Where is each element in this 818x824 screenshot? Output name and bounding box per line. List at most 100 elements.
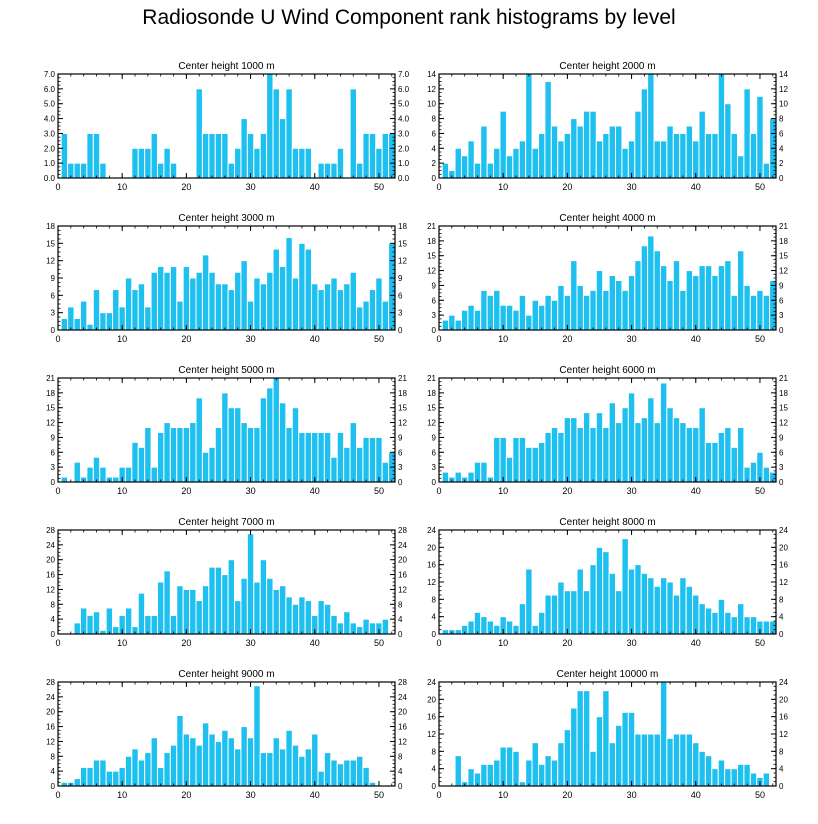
- histogram-bar: [531, 299, 539, 331]
- histogram-bar: [672, 260, 681, 331]
- histogram-bar: [163, 752, 171, 787]
- histogram-bar: [518, 781, 527, 787]
- histogram-bar: [150, 132, 158, 179]
- histogram-bar: [602, 289, 610, 331]
- histogram-bar: [640, 572, 649, 635]
- histogram-bar: [201, 254, 210, 331]
- y-tick-label: 15: [46, 404, 55, 413]
- histogram-bar: [362, 766, 370, 787]
- histogram-bar: [201, 451, 210, 483]
- y-tick-label-right: 9: [398, 274, 403, 283]
- histogram-bar: [278, 118, 287, 179]
- y-tick-label-right: 20: [779, 543, 788, 552]
- histogram-bar: [195, 397, 203, 483]
- histogram-bar: [234, 407, 242, 483]
- histogram-bar: [679, 733, 687, 787]
- x-tick-label: 30: [246, 486, 256, 496]
- histogram-bar: [518, 436, 527, 483]
- y-tick-label-right: 7.0: [398, 70, 410, 79]
- histogram-bar: [698, 407, 706, 483]
- histogram-bar: [246, 533, 255, 635]
- histogram-bar: [679, 132, 687, 179]
- histogram-bar: [323, 603, 332, 635]
- histogram-bar: [576, 427, 584, 483]
- histogram-bar: [704, 441, 713, 483]
- histogram-bar: [544, 755, 552, 787]
- histogram-bar: [762, 772, 771, 787]
- x-tick-label: 40: [691, 790, 701, 800]
- histogram-bar: [679, 289, 687, 331]
- histogram-bar: [608, 125, 617, 179]
- histogram-bar: [486, 294, 495, 331]
- histogram-bar: [441, 471, 450, 483]
- histogram-bar: [602, 427, 610, 483]
- histogram-bar: [576, 690, 584, 787]
- y-tick-label: 9: [432, 281, 437, 290]
- histogram-bar: [685, 427, 694, 483]
- x-tick-label: 40: [310, 638, 320, 648]
- histogram-bar: [505, 620, 514, 635]
- histogram-bar: [227, 407, 236, 483]
- histogram-bar: [615, 125, 623, 179]
- histogram-panel: Center height 1000 m 0.0 0.0 1.0 1.0 2.0 2.0 3.…: [44, 61, 410, 192]
- panel-title: Center height 9000 m: [178, 669, 274, 680]
- x-tick-label: 40: [691, 486, 701, 496]
- y-tick-label-right: 20: [398, 556, 407, 565]
- histogram-bar: [240, 577, 248, 635]
- histogram-bar: [505, 456, 514, 483]
- y-tick-label: 10: [427, 100, 436, 109]
- histogram-bar: [595, 546, 604, 635]
- histogram-bar: [189, 737, 197, 787]
- y-tick-label-right: 16: [779, 713, 788, 722]
- y-tick-label-right: 12: [398, 737, 407, 746]
- histogram-bar: [189, 277, 197, 331]
- y-tick-label-right: 4: [779, 765, 784, 774]
- histogram-bar: [647, 397, 655, 483]
- x-tick-label: 50: [755, 486, 765, 496]
- histogram-bar: [234, 748, 242, 787]
- histogram-bar: [214, 132, 223, 179]
- histogram-bar: [653, 250, 661, 331]
- histogram-bar: [692, 742, 700, 787]
- y-tick-label: 3: [432, 311, 437, 320]
- histogram-bar: [137, 446, 146, 483]
- histogram-bar: [381, 618, 390, 635]
- histogram-bar: [266, 577, 274, 635]
- y-tick-label: 6.0: [44, 85, 56, 94]
- histogram-bar: [512, 309, 520, 331]
- histogram-bar: [137, 283, 146, 331]
- x-tick-label: 10: [117, 334, 127, 344]
- histogram-bar: [208, 271, 216, 331]
- x-tick-label: 10: [117, 638, 127, 648]
- y-tick-label: 6: [432, 129, 437, 138]
- histogram-bar: [762, 162, 771, 179]
- histogram-bar: [537, 611, 546, 635]
- histogram-bar: [525, 73, 533, 179]
- y-tick-label: 20: [427, 695, 436, 704]
- histogram-bar: [672, 132, 681, 179]
- histogram-bar: [112, 626, 120, 635]
- y-tick-label: 9: [51, 274, 56, 283]
- histogram-bar: [717, 73, 726, 179]
- y-tick-label-right: 28: [398, 526, 407, 535]
- histogram-bar: [473, 309, 482, 331]
- histogram-bar: [762, 294, 771, 331]
- y-tick-label-right: 8: [398, 600, 403, 609]
- histogram-bar: [537, 132, 546, 179]
- histogram-bar: [736, 250, 745, 331]
- histogram-bar: [454, 471, 462, 483]
- y-tick-label-right: 9: [779, 433, 784, 442]
- histogram-bar: [112, 289, 120, 331]
- histogram-bar: [698, 110, 706, 179]
- histogram-bar: [195, 744, 203, 787]
- histogram-bar: [253, 685, 261, 787]
- histogram-bar: [704, 265, 713, 331]
- x-tick-label: 30: [246, 182, 256, 192]
- histogram-bar: [317, 770, 325, 787]
- histogram-bar: [150, 737, 158, 787]
- histogram-bar: [208, 733, 216, 787]
- y-tick-label: 20: [46, 708, 55, 717]
- histogram-bar: [291, 147, 300, 179]
- x-tick-label: 10: [117, 182, 127, 192]
